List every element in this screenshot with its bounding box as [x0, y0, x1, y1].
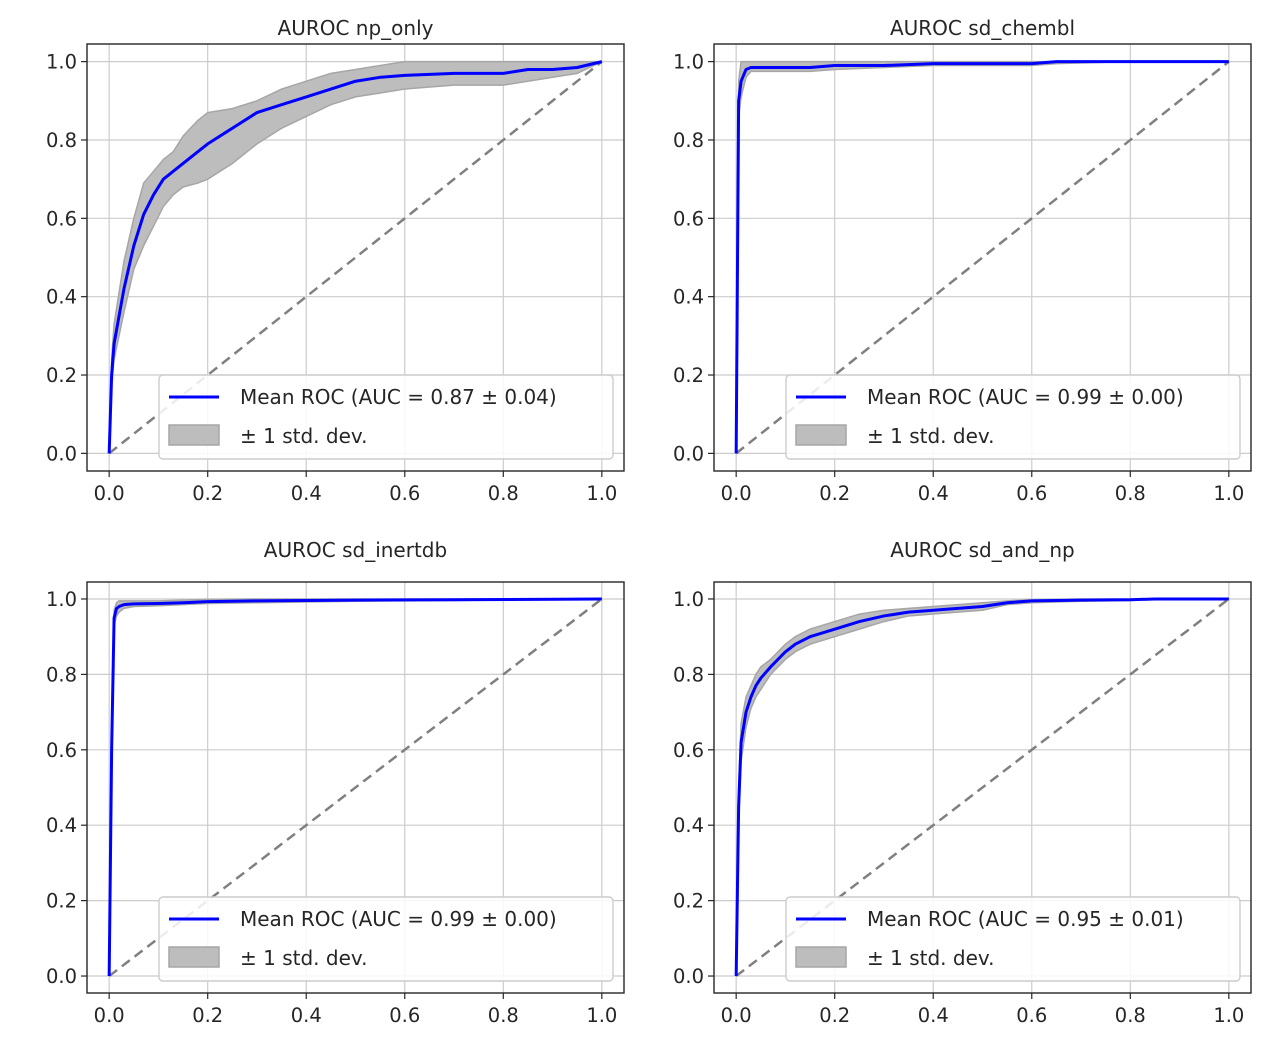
y-tick-label: 1.0 [46, 51, 77, 74]
x-tick-label: 0.2 [192, 1004, 223, 1027]
y-tick-label: 0.6 [46, 207, 77, 230]
x-tick-label: 0.0 [721, 1004, 752, 1027]
x-tick-label: 1.0 [1213, 1004, 1244, 1027]
legend-box [158, 896, 614, 982]
mean-roc-line [734, 60, 1229, 454]
y-tick-label: 0.6 [673, 739, 704, 762]
legend-box [158, 374, 614, 460]
legend-label-mean-roc: Mean ROC (AUC = 0.95 ± 0.01) [867, 907, 1184, 931]
axes-frame [713, 43, 1252, 472]
x-tick-label: 0.0 [94, 482, 125, 505]
x-tick-label: 1.0 [586, 1004, 617, 1027]
chart-panel-4: AUROC sd_and_np 0.0 0.2 0.4 0.6 0.8 1.0 0.0 0.2 0… [673, 538, 1252, 1027]
y-tick-label: 0.4 [46, 814, 77, 837]
legend-label-std-dev: ± 1 std. dev. [867, 424, 995, 448]
y-tick-label: 0.8 [673, 129, 704, 152]
legend: Mean ROC (AUC = 0.99 ± 0.00) ± 1 std. dev… [158, 896, 614, 982]
chart-panel-2: AUROC sd_chembl 0.0 0.2 0.4 0.6 0.8 1.0 0.0 0.2 0… [673, 16, 1252, 505]
legend-label-std-dev: ± 1 std. dev. [240, 424, 368, 448]
legend-label-mean-roc: Mean ROC (AUC = 0.99 ± 0.00) [240, 907, 557, 931]
y-tick-label: 0.0 [673, 965, 704, 988]
x-tick-label: 0.0 [94, 1004, 125, 1027]
x-tick-label: 0.6 [1016, 482, 1047, 505]
y-tick-label: 0.2 [673, 364, 704, 387]
legend-band-swatch [168, 424, 220, 446]
legend-label-std-dev: ± 1 std. dev. [240, 946, 368, 970]
y-tick-label: 0.4 [46, 286, 77, 309]
mean-roc-line [107, 60, 603, 454]
y-tick-label: 0.8 [46, 663, 77, 686]
chart-title: AUROC sd_inertdb [264, 538, 447, 562]
legend: Mean ROC (AUC = 0.99 ± 0.00) ± 1 std. dev… [785, 374, 1241, 460]
x-tick-label: 0.8 [488, 1004, 519, 1027]
x-tick-label: 0.4 [291, 482, 322, 505]
chart-panel-1: AUROC np_only 0.0 0.2 0.4 0.6 0.8 1.0 0.0 0.2 0.4… [46, 16, 625, 505]
x-tick-label: 0.4 [918, 1004, 949, 1027]
legend-band-swatch [168, 946, 220, 968]
chart-title: AUROC np_only [278, 16, 434, 40]
x-tick-label: 0.4 [918, 482, 949, 505]
axes-frame [86, 581, 625, 994]
legend-label-mean-roc: Mean ROC (AUC = 0.99 ± 0.00) [867, 385, 1184, 409]
mean-roc-line [107, 597, 602, 977]
y-tick-label: 0.6 [46, 739, 77, 762]
legend-box [785, 896, 1241, 982]
x-tick-label: 0.2 [819, 482, 850, 505]
y-tick-label: 1.0 [673, 51, 704, 74]
x-tick-label: 0.6 [389, 482, 420, 505]
chart-title: AUROC sd_and_np [890, 538, 1074, 562]
y-tick-label: 0.0 [46, 442, 77, 465]
legend-label-std-dev: ± 1 std. dev. [867, 946, 995, 970]
x-tick-label: 1.0 [1213, 482, 1244, 505]
x-tick-label: 0.2 [819, 1004, 850, 1027]
y-tick-label: 0.8 [673, 663, 704, 686]
y-tick-label: 0.6 [673, 207, 704, 230]
y-tick-label: 1.0 [673, 588, 704, 611]
x-tick-label: 0.8 [488, 482, 519, 505]
legend: Mean ROC (AUC = 0.95 ± 0.01) ± 1 std. dev… [785, 896, 1241, 982]
legend-band-swatch [795, 946, 847, 968]
y-tick-label: 0.2 [46, 890, 77, 913]
y-tick-label: 0.0 [673, 442, 704, 465]
x-tick-label: 0.6 [1016, 1004, 1047, 1027]
y-tick-label: 1.0 [46, 588, 77, 611]
x-tick-label: 0.4 [291, 1004, 322, 1027]
y-tick-label: 0.2 [673, 890, 704, 913]
x-tick-label: 0.8 [1115, 1004, 1146, 1027]
chart-title: AUROC sd_chembl [890, 16, 1075, 40]
y-tick-label: 0.2 [46, 364, 77, 387]
y-tick-label: 0.0 [46, 965, 77, 988]
legend-label-mean-roc: Mean ROC (AUC = 0.87 ± 0.04) [240, 385, 557, 409]
x-tick-label: 1.0 [586, 482, 617, 505]
legend: Mean ROC (AUC = 0.87 ± 0.04) ± 1 std. dev… [158, 374, 614, 460]
x-tick-label: 0.2 [192, 482, 223, 505]
legend-band-swatch [795, 424, 847, 446]
chart-panel-3: AUROC sd_inertdb 0.0 0.2 0.4 0.6 0.8 1.0 0.0 0.2… [46, 538, 625, 1027]
x-tick-label: 0.6 [389, 1004, 420, 1027]
y-tick-label: 0.4 [673, 286, 704, 309]
axes-frame [86, 43, 625, 472]
y-tick-label: 0.8 [46, 129, 77, 152]
axes-frame [713, 581, 1252, 994]
mean-roc-line [734, 597, 1229, 977]
x-tick-label: 0.8 [1115, 482, 1146, 505]
legend-box [785, 374, 1241, 460]
y-tick-label: 0.4 [673, 814, 704, 837]
std-dev-band [735, 60, 1229, 454]
x-tick-label: 0.0 [721, 482, 752, 505]
